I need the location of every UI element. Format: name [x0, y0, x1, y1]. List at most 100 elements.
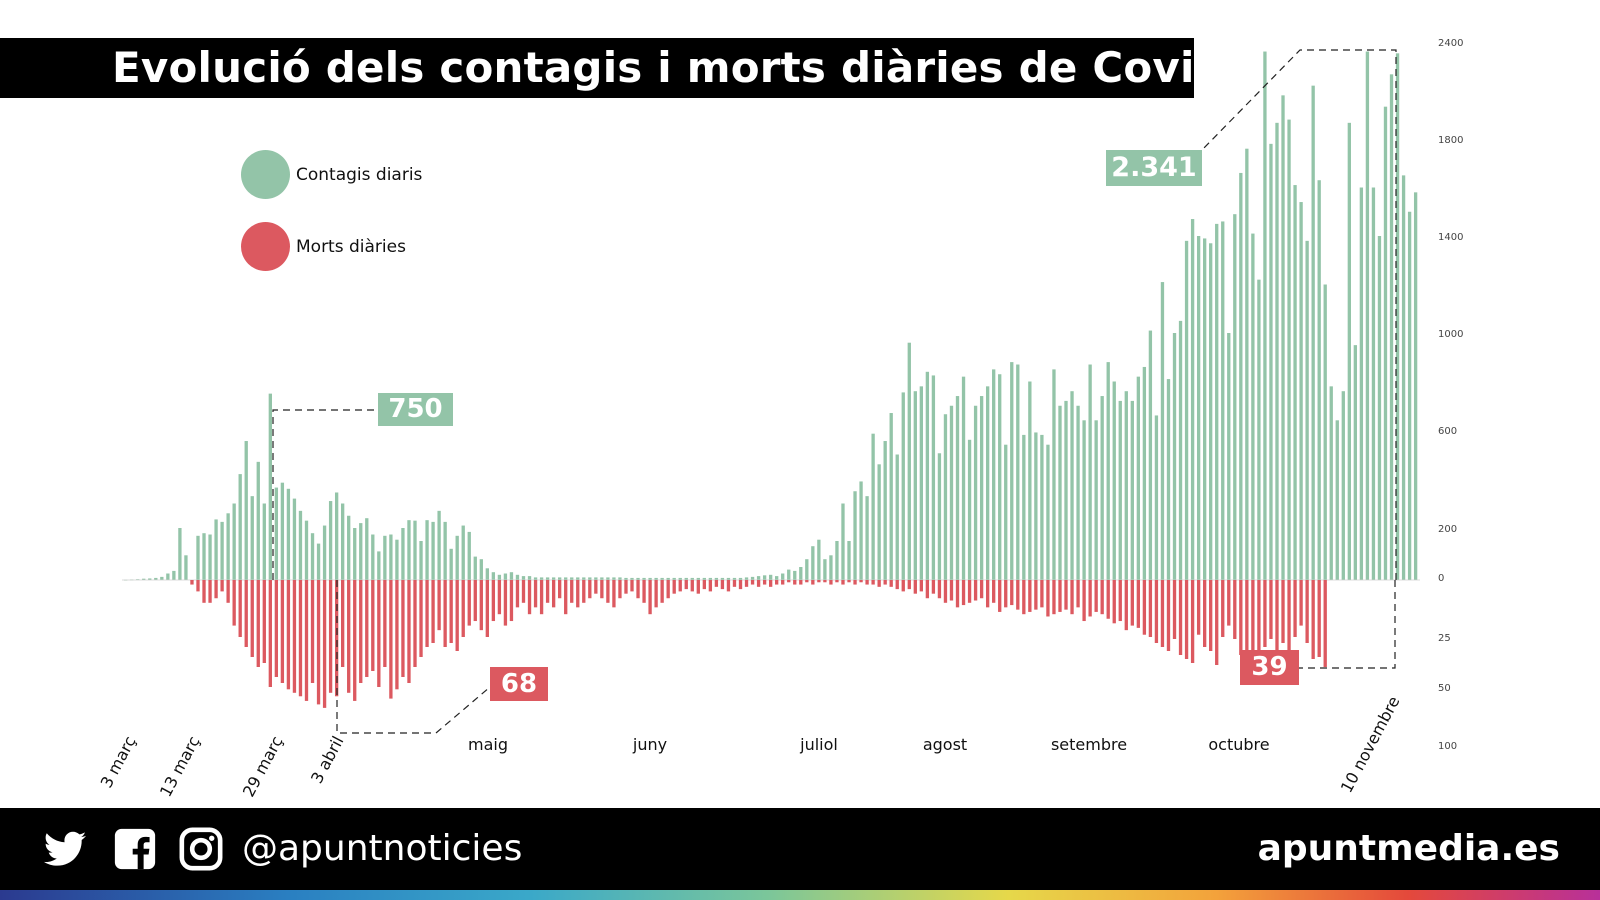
- cases-bar: [431, 521, 435, 581]
- deaths-bar: [895, 580, 899, 590]
- deaths-bar: [250, 580, 254, 657]
- deaths-bar: [280, 580, 285, 683]
- deaths-bar: [461, 580, 465, 637]
- deaths-bar: [738, 580, 743, 590]
- cases-bar: [1076, 405, 1080, 580]
- deaths-bar: [347, 580, 351, 693]
- deaths-bar: [286, 580, 291, 690]
- deaths-bar: [943, 580, 948, 603]
- cases-bar: [998, 374, 1002, 580]
- cases-bar: [310, 533, 315, 580]
- cases-bar: [811, 546, 815, 580]
- cases-bar: [1154, 415, 1159, 580]
- cases-bar: [365, 518, 369, 580]
- cases-bar: [226, 513, 230, 580]
- deaths-bar: [823, 580, 827, 583]
- cases-bar: [142, 578, 146, 580]
- cases-bar: [353, 528, 357, 580]
- cases-bar: [744, 577, 749, 580]
- deaths-bar: [835, 580, 839, 583]
- x-tick-label: setembre: [1051, 735, 1127, 754]
- deaths-bar: [1028, 580, 1032, 612]
- deaths-bar: [1106, 580, 1110, 619]
- deaths-bar: [515, 580, 520, 608]
- cases-bar: [612, 577, 616, 580]
- deaths-bar: [768, 580, 773, 587]
- cases-bar: [1203, 238, 1207, 580]
- footer-bar: [0, 808, 1600, 890]
- deaths-bar: [334, 580, 339, 697]
- cases-bar: [1064, 400, 1068, 580]
- cases-bar: [564, 577, 568, 580]
- cases-bar: [407, 520, 411, 580]
- deaths-bar: [756, 580, 761, 587]
- cases-bar: [1160, 282, 1165, 580]
- deaths-bar: [1004, 580, 1008, 608]
- x-tick-label: 29 març: [239, 733, 287, 800]
- cases-bar: [1166, 379, 1171, 580]
- deaths-bar: [684, 580, 688, 590]
- cases-bar: [1148, 330, 1153, 580]
- deaths-bar: [226, 580, 230, 603]
- cases-bar: [1221, 221, 1225, 580]
- deaths-bar: [1227, 580, 1231, 626]
- cases-bar: [455, 535, 459, 580]
- social-handle[interactable]: @apuntnoticies: [242, 828, 523, 869]
- deaths-bar: [624, 580, 628, 594]
- cases-bar: [545, 577, 550, 580]
- deaths-bar: [1257, 580, 1261, 667]
- cases-bar: [624, 577, 628, 580]
- legend-label-cases: Contagis diaris: [296, 165, 423, 185]
- y-tick-label-deaths: 25: [1438, 633, 1451, 644]
- cases-bar: [672, 577, 676, 580]
- cases-bar: [214, 519, 218, 580]
- deaths-bar: [750, 580, 755, 585]
- cases-bar: [582, 577, 586, 580]
- instagram-icon[interactable]: [178, 826, 224, 872]
- deaths-bar: [509, 580, 514, 622]
- cases-bar: [328, 501, 333, 580]
- deaths-bar: [793, 580, 797, 585]
- deaths-bar: [371, 580, 375, 671]
- cases-bar: [630, 577, 634, 580]
- cases-bar: [1046, 444, 1050, 580]
- deaths-bar: [310, 580, 315, 683]
- facebook-icon[interactable]: [112, 826, 158, 872]
- website-link[interactable]: apuntmedia.es: [1257, 828, 1560, 869]
- cases-bar: [1263, 51, 1267, 581]
- deaths-bar: [238, 580, 242, 637]
- cases-bar: [359, 523, 363, 580]
- deaths-bar: [853, 580, 857, 585]
- deaths-bar: [256, 580, 260, 667]
- deaths-bar: [431, 580, 435, 643]
- deaths-bar: [781, 580, 785, 585]
- annotation-2341: 2.341: [1106, 150, 1202, 186]
- cases-bar: [750, 576, 755, 580]
- cases-bar: [847, 541, 851, 580]
- cases-bar: [172, 570, 176, 580]
- twitter-icon[interactable]: [42, 826, 88, 872]
- cases-bar: [967, 439, 972, 580]
- deaths-bar: [877, 580, 881, 587]
- cases-bar: [1269, 143, 1273, 580]
- cases-bar: [286, 488, 291, 580]
- cases-bar: [1034, 432, 1038, 580]
- cases-bar: [1040, 434, 1044, 580]
- cases-bar: [895, 454, 899, 580]
- deaths-bar: [298, 580, 303, 697]
- deaths-bar: [714, 580, 719, 587]
- cases-bar: [1052, 369, 1056, 581]
- cases-bars: [122, 51, 1420, 581]
- cases-bar: [720, 577, 725, 580]
- deaths-bar: [961, 580, 966, 606]
- deaths-bars: [190, 580, 1327, 708]
- cases-bar: [787, 569, 791, 580]
- deaths-bar: [762, 580, 767, 585]
- deaths-bar: [1034, 580, 1038, 610]
- deaths-bar: [973, 580, 978, 601]
- deaths-bar: [353, 580, 357, 701]
- cases-bar: [1016, 364, 1020, 580]
- deaths-bar: [316, 580, 321, 705]
- cases-bar: [931, 375, 936, 580]
- deaths-bar: [666, 580, 670, 599]
